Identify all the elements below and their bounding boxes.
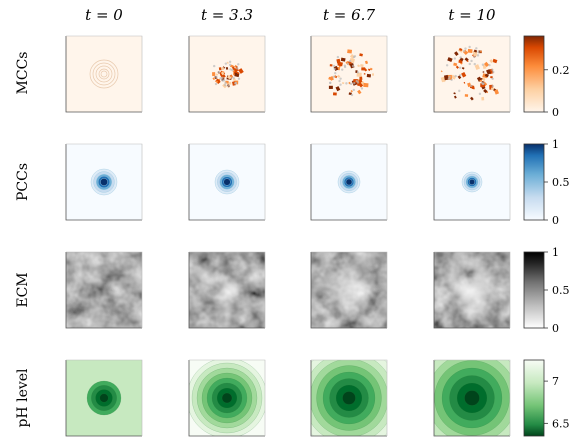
row-label-ecm: ECM xyxy=(15,272,31,307)
panel-mccs-2 xyxy=(310,35,388,113)
colorbar-tick-label: 0 xyxy=(552,106,559,119)
column-titles: t = 0 t = 3.3 t = 6.7 t = 10 xyxy=(85,6,496,24)
colorbar-tick-label: 0 xyxy=(552,322,559,335)
row-label-ph: pH level xyxy=(15,368,31,428)
panel-ph-level-2 xyxy=(310,359,388,437)
panel-ecm-0 xyxy=(65,251,143,329)
panel-mccs-3 xyxy=(433,35,511,113)
colorbar-ph xyxy=(523,359,545,437)
colorbar-tick-label: 7 xyxy=(552,375,559,388)
panel-ecm-1 xyxy=(188,251,266,329)
panel-ph-level-3 xyxy=(433,359,511,437)
colorbar-tick-label: 0.2 xyxy=(552,64,570,77)
panel-ecm-3 xyxy=(433,251,511,329)
panel-pccs-1 xyxy=(188,143,266,221)
row-label-pccs: PCCs xyxy=(15,163,31,201)
panel-pccs-0 xyxy=(65,143,143,221)
panel-ecm-2 xyxy=(310,251,388,329)
row-labels: MCCs PCCs ECM pH level xyxy=(15,52,31,428)
row-label-mccs: MCCs xyxy=(15,52,31,95)
colorbar-tick-label: 1 xyxy=(552,246,559,259)
col-title-0: t = 0 xyxy=(85,6,123,24)
colorbars xyxy=(523,35,545,437)
panel-ph-level-0 xyxy=(65,359,143,437)
colorbar-mccs xyxy=(523,35,545,113)
panel-mccs-0 xyxy=(65,35,143,113)
colorbar-ecm xyxy=(523,251,545,329)
col-title-1: t = 3.3 xyxy=(201,6,253,24)
colorbar-tick-label: 6.5 xyxy=(552,417,570,430)
col-title-2: t = 6.7 xyxy=(323,6,375,24)
colorbar-pccs xyxy=(523,143,545,221)
heatmap-panels xyxy=(65,35,511,437)
colorbar-tick-label: 0.5 xyxy=(552,176,570,189)
panel-pccs-3 xyxy=(433,143,511,221)
colorbar-tick-label: 0.5 xyxy=(552,284,570,297)
colorbar-tick-label: 0 xyxy=(552,214,559,227)
panel-ph-level-1 xyxy=(188,359,266,437)
colorbar-tick-label: 1 xyxy=(552,138,559,151)
panel-pccs-2 xyxy=(310,143,388,221)
col-title-3: t = 10 xyxy=(448,6,496,24)
colorbar-ticks: 0.2 0 1 0.5 0 1 0.5 0 7 6.5 xyxy=(544,64,570,430)
panel-mccs-1 xyxy=(188,35,266,113)
